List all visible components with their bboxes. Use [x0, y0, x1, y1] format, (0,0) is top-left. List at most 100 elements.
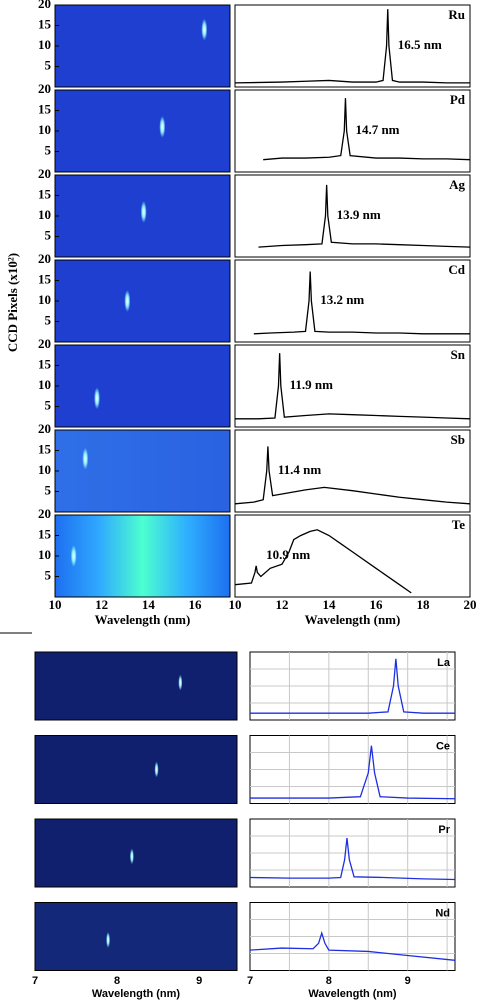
x-tick-label: 18	[417, 597, 431, 612]
x-axis-title: Wavelength (nm)	[308, 988, 397, 1000]
x-tick-label: 20	[464, 597, 477, 612]
y-tick-label: 5	[45, 142, 52, 157]
y-tick-label: 15	[38, 101, 52, 116]
x-tick-label: 12	[276, 597, 289, 612]
y-tick-label: 10	[38, 122, 51, 137]
element-label: Te	[452, 517, 465, 532]
ccd-spot	[201, 18, 208, 41]
spectrum-line	[253, 271, 470, 335]
y-tick-label: 5	[45, 567, 52, 582]
ccd-image	[54, 259, 231, 343]
y-tick-label: 10	[38, 207, 51, 222]
spectrum-line	[263, 98, 471, 161]
x-tick-label: 8	[114, 975, 120, 987]
element-label: Nd	[435, 907, 450, 919]
y-tick-label: 15	[38, 271, 52, 286]
ccd-spot	[70, 545, 77, 567]
peak-label: 11.4 nm	[278, 462, 322, 477]
element-label: Pd	[450, 92, 466, 107]
spectrum-line	[235, 353, 471, 420]
y-tick-label: 15	[38, 186, 52, 201]
spectrum-frame	[234, 4, 471, 88]
y-tick-label: 15	[38, 526, 52, 541]
y-tick-label: 20	[38, 506, 51, 521]
y-tick-label: 20	[38, 421, 51, 436]
element-label: Pr	[438, 824, 450, 836]
y-tick-label: 20	[38, 81, 51, 96]
x-tick-label: 14	[142, 597, 156, 612]
element-label: Ce	[436, 740, 450, 752]
ccd-image	[34, 651, 238, 721]
y-tick-label: 20	[38, 166, 51, 181]
spectrum-line	[250, 745, 456, 800]
y-tick-label: 10	[38, 377, 51, 392]
x-tick-label: 9	[405, 975, 411, 987]
spectrum-frame	[234, 514, 471, 598]
element-label: La	[437, 657, 451, 669]
spectrum-frame	[234, 344, 471, 428]
peak-label: 16.5 nm	[398, 37, 442, 52]
ccd-image	[54, 514, 231, 598]
x-tick-label: 7	[247, 975, 253, 987]
ccd-image	[54, 429, 231, 513]
ccd-spot	[82, 447, 89, 470]
y-tick-label: 5	[45, 397, 52, 412]
ccd-image	[54, 344, 231, 428]
y-tick-label: 15	[38, 356, 52, 371]
spectrum-line	[258, 184, 471, 248]
y-tick-label: 10	[38, 292, 51, 307]
y-tick-label: 5	[45, 482, 52, 497]
ccd-spot	[106, 931, 111, 948]
spectrum-line	[250, 658, 455, 714]
element-label: Ag	[449, 177, 465, 192]
x-tick-label: 12	[95, 597, 108, 612]
y-axis-title: CCD Pixels (x10²)	[5, 253, 20, 352]
ccd-image	[34, 735, 238, 804]
ccd-spot	[129, 848, 134, 865]
panel-group: La Ce Pr Nd 7 8 9 7 8 9 Wavelength (nm) Wavelength …	[32, 651, 456, 1000]
y-tick-label: 15	[38, 16, 52, 31]
y-tick-label: 20	[38, 251, 51, 266]
ccd-image	[54, 4, 231, 88]
x-tick-label: 16	[189, 597, 203, 612]
element-label: Ru	[448, 7, 465, 22]
x-tick-label: 10	[49, 597, 62, 612]
x-tick-label: 8	[326, 975, 332, 987]
x-axis-title: Wavelength (nm)	[305, 612, 401, 627]
x-tick-label: 7	[32, 975, 38, 987]
ccd-image	[34, 818, 238, 888]
ccd-image	[34, 902, 238, 971]
y-tick-label: 10	[38, 462, 51, 477]
spectrum-frame	[234, 429, 471, 513]
x-axis-title: Wavelength (nm)	[95, 612, 191, 627]
element-label: Sn	[451, 347, 466, 362]
spectrum-frame	[234, 259, 471, 343]
x-tick-label: 16	[370, 597, 384, 612]
peak-label: 10.9 nm	[266, 547, 310, 562]
ccd-spot	[140, 200, 147, 223]
peak-label: 13.9 nm	[337, 207, 381, 222]
y-tick-label: 20	[38, 0, 51, 11]
y-tick-label: 20	[38, 336, 51, 351]
ccd-spot	[124, 290, 131, 312]
ccd-spot	[178, 674, 183, 691]
element-label: Sb	[451, 432, 465, 447]
y-tick-label: 10	[38, 37, 51, 52]
ccd-spot	[159, 115, 166, 138]
ccd-image	[54, 89, 231, 173]
peak-label: 13.2 nm	[320, 292, 364, 307]
spectrum-line	[234, 529, 412, 594]
ccd-spot	[94, 387, 100, 410]
peak-label: 14.7 nm	[355, 122, 399, 137]
y-tick-label: 5	[45, 312, 52, 327]
y-tick-label: 10	[38, 547, 51, 562]
y-tick-label: 5	[45, 227, 52, 242]
panel-group: 5 10 15 20 Ru 16.5 nm 5 10 15 20 Pd 14.7 nm 5 10 15 20 A…	[5, 0, 477, 627]
spectrum-line	[234, 446, 471, 505]
peak-label: 11.9 nm	[290, 377, 334, 392]
x-tick-label: 10	[229, 597, 242, 612]
y-tick-label: 5	[45, 57, 52, 72]
spectrum-line	[249, 930, 456, 961]
ccd-spot	[154, 761, 159, 778]
